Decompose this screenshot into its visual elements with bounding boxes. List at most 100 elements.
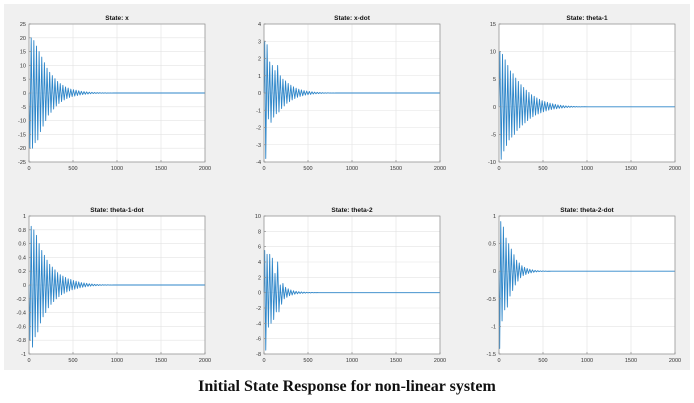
- x-tick-label: 500: [68, 166, 77, 172]
- chart-4: 0 500 1000 1500 2000 -1 -0.8 -0.6 -0.4 -0.2 0 0.2 0.…: [17, 207, 212, 364]
- chart-6: 0 500 1000 1500 2000 -1.5 -1 -0.5 0 0.5 1 State: th…: [487, 207, 682, 364]
- series-line: [28, 37, 205, 149]
- y-tick-label: -5: [21, 105, 26, 111]
- x-tick-label: 1500: [155, 358, 167, 364]
- x-tick-label: 1000: [346, 166, 358, 172]
- x-tick-label: 2000: [199, 358, 211, 364]
- y-tick-label: 6: [258, 245, 261, 251]
- x-tick-label: 0: [27, 166, 30, 172]
- x-tick-label: 500: [303, 166, 312, 172]
- x-tick-label: 1000: [111, 166, 123, 172]
- y-tick-label: -2: [256, 126, 261, 132]
- chart-5: 0 500 1000 1500 2000 -8 -6 -4 -2 0 2 4 6 8 10 State: th…: [255, 207, 446, 364]
- y-tick-label: 5: [23, 77, 26, 83]
- x-tick-label: 500: [538, 358, 547, 364]
- series-line: [263, 40, 440, 159]
- x-tick-label: 1500: [155, 166, 167, 172]
- y-tick-label: 0.6: [18, 242, 26, 248]
- series-line: [28, 225, 205, 348]
- chart-title: State: x: [105, 15, 129, 22]
- chart-title: State: theta-2-dot: [560, 207, 614, 214]
- x-tick-label: 1000: [581, 358, 593, 364]
- y-tick-label: 5: [493, 77, 496, 83]
- y-tick-label: 4: [258, 22, 261, 28]
- x-tick-label: 0: [27, 358, 30, 364]
- x-tick-label: 2000: [434, 358, 446, 364]
- chart-title: State: theta-2: [331, 207, 373, 214]
- chart-2: 0 500 1000 1500 2000 -4 -3 -2 -1 0 1 2 3 4 State: x-do…: [256, 15, 446, 172]
- x-tick-label: 2000: [669, 358, 681, 364]
- y-tick-label: -25: [18, 160, 26, 166]
- x-tick-label: 1000: [111, 358, 123, 364]
- y-tick-label: 4: [258, 260, 261, 266]
- y-tick-label: 15: [20, 50, 26, 56]
- y-tick-label: -1: [256, 108, 261, 114]
- y-tick-label: 1: [258, 74, 261, 80]
- y-tick-label: -0.4: [17, 311, 26, 317]
- y-tick-label: 1: [493, 214, 496, 220]
- x-tick-label: 0: [262, 166, 265, 172]
- y-tick-label: 3: [258, 39, 261, 45]
- y-tick-label: 20: [20, 36, 26, 42]
- x-tick-label: 0: [262, 358, 265, 364]
- y-tick-label: -6: [256, 337, 261, 343]
- chart-title: State: theta-1: [566, 15, 608, 22]
- x-tick-label: 1500: [390, 166, 402, 172]
- y-tick-label: 0: [493, 269, 496, 275]
- y-tick-label: -15: [18, 132, 26, 138]
- x-tick-label: 2000: [434, 166, 446, 172]
- y-tick-label: -1: [491, 324, 496, 330]
- y-tick-label: 10: [255, 214, 261, 220]
- series-line: [498, 51, 675, 160]
- x-tick-label: 0: [497, 166, 500, 172]
- x-tick-label: 500: [68, 358, 77, 364]
- x-tick-label: 500: [303, 358, 312, 364]
- figure-caption: Initial State Response for non-linear sy…: [198, 378, 496, 395]
- series-line: [263, 250, 440, 351]
- y-tick-label: -3: [256, 143, 261, 149]
- charts-layer: 0 500 1000 1500 2000-25-20-15-10-50510152025…: [17, 15, 682, 364]
- y-tick-label: 0.5: [488, 242, 496, 248]
- y-tick-label: -1.5: [487, 352, 496, 358]
- y-tick-label: -0.2: [17, 297, 26, 303]
- x-tick-label: 2000: [199, 166, 211, 172]
- chart-title: State: theta-1-dot: [90, 207, 144, 214]
- x-tick-label: 1500: [625, 166, 637, 172]
- y-tick-label: -0.6: [17, 324, 26, 330]
- x-tick-label: 1500: [390, 358, 402, 364]
- y-tick-label: -4: [256, 321, 261, 327]
- y-tick-label: -2: [256, 306, 261, 312]
- y-tick-label: 1: [23, 214, 26, 220]
- y-tick-label: 25: [20, 22, 26, 28]
- y-tick-label: 0: [258, 91, 261, 97]
- y-tick-label: 10: [20, 63, 26, 69]
- x-tick-label: 500: [538, 166, 547, 172]
- x-tick-label: 1000: [346, 358, 358, 364]
- y-tick-label: 0.8: [18, 228, 26, 234]
- chart-3: 0 500 1000 1500 2000 -10 -5 0 5 10 15 State: theta-…: [488, 15, 681, 172]
- y-tick-label: 10: [490, 50, 496, 56]
- y-tick-label: 2: [258, 57, 261, 63]
- x-tick-label: 1500: [625, 358, 637, 364]
- y-tick-label: 0.4: [18, 255, 26, 261]
- y-tick-label: 0: [258, 291, 261, 297]
- y-tick-label: -10: [488, 160, 496, 166]
- y-tick-label: -0.8: [17, 338, 26, 344]
- y-tick-label: 8: [258, 229, 261, 235]
- y-tick-label: -20: [18, 146, 26, 152]
- y-tick-label: -10: [18, 119, 26, 125]
- x-tick-label: 0: [497, 358, 500, 364]
- y-tick-label: 0: [23, 91, 26, 97]
- y-tick-label: 0: [493, 105, 496, 111]
- y-tick-label: 2: [258, 275, 261, 281]
- y-tick-label: 15: [490, 22, 496, 28]
- y-tick-label: -5: [491, 132, 496, 138]
- y-tick-label: -8: [256, 352, 261, 358]
- chart-1: 0 500 1000 1500 2000 -25 -20 -15 -10 -5 0 5 10 15 20 25…: [18, 15, 211, 172]
- x-tick-label: 1000: [581, 166, 593, 172]
- y-tick-label: -1: [21, 352, 26, 358]
- series-line: [498, 221, 675, 349]
- y-tick-label: 0.2: [18, 269, 26, 275]
- chart-title: State: x-dot: [334, 15, 371, 22]
